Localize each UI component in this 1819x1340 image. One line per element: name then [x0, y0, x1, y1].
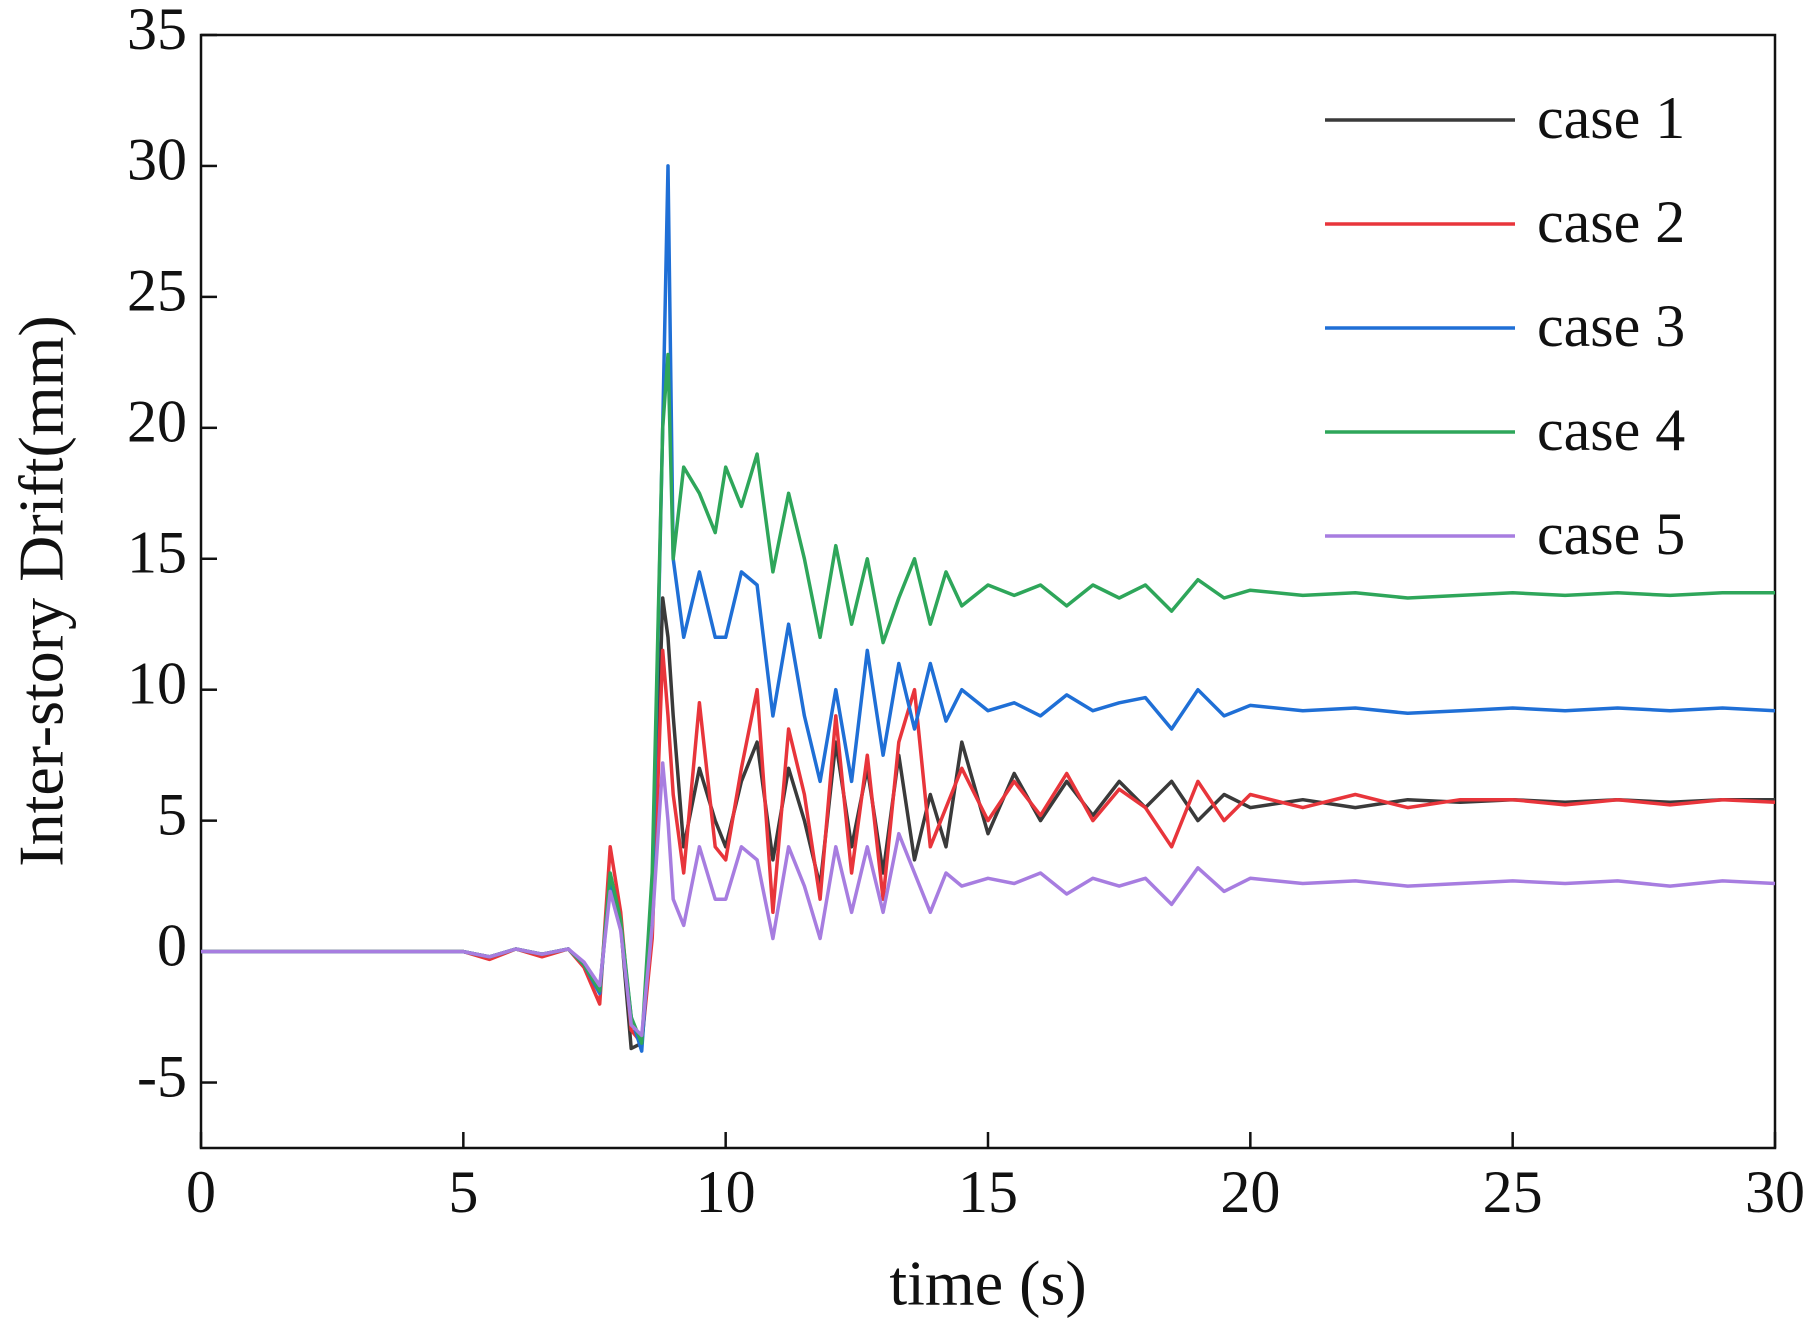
x-tick-label: 5 [448, 1159, 478, 1225]
series-line [201, 648, 1776, 1045]
x-tick-label: 10 [696, 1159, 756, 1225]
legend-label: case 4 [1537, 397, 1685, 463]
y-tick-label: 10 [127, 650, 187, 716]
series-line [201, 596, 1775, 1051]
series-line [201, 352, 1775, 1045]
legend-label: case 3 [1537, 293, 1685, 359]
x-tick-label: 20 [1220, 1159, 1280, 1225]
y-tick-label: 15 [127, 520, 187, 586]
series-line [201, 761, 1776, 1038]
x-tick-label: 0 [186, 1159, 216, 1225]
legend-label: case 5 [1537, 501, 1685, 567]
x-axis-label: time (s) [889, 1248, 1086, 1319]
y-tick-label: 5 [157, 781, 187, 847]
y-tick-label: -5 [137, 1043, 187, 1109]
y-tick-label: 25 [127, 258, 187, 324]
y-tick-label: 0 [157, 912, 187, 978]
x-tick-label: 25 [1483, 1159, 1543, 1225]
y-tick-label: 20 [127, 389, 187, 455]
y-axis-label: Inter-story Drift(mm) [6, 315, 77, 866]
y-tick-label: 35 [127, 0, 187, 62]
x-tick-label: 30 [1745, 1159, 1805, 1225]
legend-label: case 2 [1537, 189, 1685, 255]
y-tick-label: 30 [127, 127, 187, 193]
legend-label: case 1 [1537, 85, 1685, 151]
x-tick-label: 15 [958, 1159, 1018, 1225]
